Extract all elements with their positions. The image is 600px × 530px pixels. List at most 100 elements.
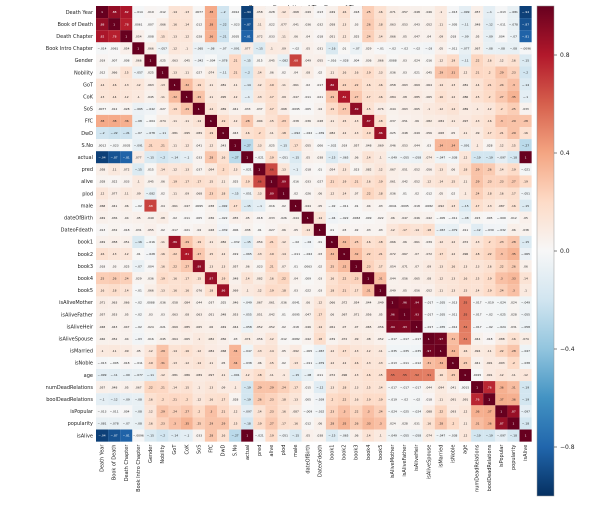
- heatmap-cell: [120, 199, 133, 212]
- heatmap-cell-value: .047: [305, 313, 312, 317]
- heatmap-cell-value: .13: [354, 349, 359, 353]
- heatmap-cell-value: .068: [438, 131, 445, 135]
- heatmap-cell: [398, 211, 411, 224]
- row-label: S.No: [81, 143, 93, 149]
- heatmap-cell: [507, 405, 520, 418]
- heatmap-cell-value: .19: [487, 276, 492, 280]
- heatmap-cell-value: .17: [184, 276, 189, 280]
- heatmap-cell: [446, 18, 460, 31]
- heatmap-cell-value: .14: [269, 349, 274, 353]
- heatmap-cell: [446, 211, 460, 224]
- heatmap-cell-value: .16: [366, 83, 371, 87]
- heatmap-cell: [120, 114, 133, 128]
- heatmap-cell-value: .044: [305, 204, 312, 208]
- heatmap-cell: [289, 54, 302, 67]
- heatmap-cell: [338, 66, 351, 79]
- heatmap-cell: [301, 356, 314, 370]
- heatmap-cell: [144, 211, 157, 224]
- heatmap-cell: [241, 223, 254, 236]
- heatmap-cell-value: −.12: [474, 228, 481, 232]
- heatmap-cell: [241, 284, 254, 297]
- heatmap-cell: [507, 248, 520, 261]
- heatmap-cell-value: .29: [197, 95, 202, 99]
- heatmap-cell-value: .11: [330, 71, 335, 75]
- heatmap-cell: [168, 175, 181, 188]
- heatmap-cell-value: .063: [171, 59, 178, 63]
- heatmap-cell-value: .029: [365, 46, 372, 50]
- heatmap-cell-value: 1: [137, 46, 139, 50]
- heatmap-cell-value: .088: [426, 409, 433, 413]
- heatmap-cell-value: .008: [147, 34, 154, 38]
- heatmap-cell-value: .063: [111, 301, 118, 305]
- heatmap-cell: [289, 296, 302, 309]
- heatmap-cell: [192, 223, 205, 236]
- heatmap-cell-value: .13: [124, 83, 129, 87]
- row-label: isNoble: [75, 361, 93, 367]
- heatmap-cell: [507, 272, 520, 285]
- heatmap-cell: [483, 248, 496, 261]
- heatmap-cell-value: .04: [197, 228, 202, 232]
- heatmap-cell-value: .0063: [304, 264, 312, 268]
- heatmap-cell: [313, 296, 326, 309]
- heatmap-cell: [507, 417, 520, 430]
- heatmap-cell-value: 1: [125, 34, 127, 38]
- heatmap-cell-value: .092: [438, 204, 445, 208]
- heatmap-cell-value: .16: [426, 422, 431, 426]
- heatmap-cell: [398, 114, 411, 128]
- heatmap-cell-value: .068: [196, 192, 203, 196]
- heatmap-cell: [398, 235, 411, 249]
- heatmap-cell-value: .26: [487, 167, 492, 171]
- heatmap-cell-value: .19: [269, 155, 274, 159]
- heatmap-cell: [168, 248, 181, 261]
- heatmap-cell: [180, 90, 193, 103]
- heatmap-cell-value: .13: [172, 34, 177, 38]
- heatmap-cell-value: .044: [232, 325, 239, 329]
- heatmap-cell-value: .053: [111, 313, 118, 317]
- heatmap-cell: [495, 18, 508, 31]
- heatmap-cell: [229, 139, 242, 152]
- heatmap-cell-value: −.057: [134, 71, 143, 75]
- heatmap-cell-value: .049: [413, 131, 420, 135]
- heatmap-cell: [386, 417, 399, 430]
- heatmap-cell-value: .033: [196, 155, 203, 159]
- heatmap-cell: [446, 187, 460, 200]
- heatmap-cell-value: .025: [159, 59, 166, 63]
- heatmap-cell-value: .041: [450, 385, 457, 389]
- column-label: isAliveSpouse: [426, 445, 432, 480]
- heatmap-cell-value: 1: [186, 95, 188, 99]
- heatmap-cell-value: .12: [184, 143, 189, 147]
- heatmap-cell: [446, 127, 460, 140]
- heatmap-cell: [507, 332, 520, 345]
- heatmap-cell: [144, 66, 157, 79]
- heatmap-cell: [253, 308, 266, 321]
- heatmap-cell-value: .08: [366, 337, 371, 341]
- heatmap-cell: [519, 30, 532, 43]
- heatmap-cell: [96, 369, 109, 382]
- heatmap-cell-value: .21: [172, 397, 177, 401]
- heatmap-cell-value: 1: [476, 385, 478, 389]
- heatmap-cell: [386, 54, 399, 67]
- heatmap-cell-value: −.81: [244, 34, 251, 38]
- heatmap-cell: [313, 42, 326, 55]
- heatmap-cell: [180, 163, 193, 176]
- heatmap-cell: [132, 393, 145, 406]
- heatmap-cell-value: −.02: [135, 325, 142, 329]
- heatmap-cell-value: .14: [499, 167, 504, 171]
- heatmap-cell-value: .22: [499, 349, 504, 353]
- heatmap-cell: [241, 114, 254, 128]
- heatmap-cell: [471, 429, 484, 442]
- heatmap-cell: [180, 381, 193, 394]
- heatmap-cell: [253, 66, 266, 79]
- heatmap-cell-value: .26: [511, 264, 516, 268]
- heatmap-cell-value: .012: [280, 337, 287, 341]
- heatmap-cell-value: .14: [124, 288, 129, 292]
- heatmap-cell-value: .12: [318, 301, 323, 305]
- heatmap-cell-value: .066: [377, 59, 384, 63]
- heatmap-cell-value: .14: [184, 22, 189, 26]
- heatmap-cell: [362, 320, 375, 333]
- heatmap-cell-value: −.057: [158, 46, 167, 50]
- heatmap-cell: [507, 90, 520, 103]
- heatmap-cell-value: .36: [487, 422, 492, 426]
- heatmap-cell-value: .061: [329, 325, 336, 329]
- heatmap-cell-value: .21: [487, 83, 492, 87]
